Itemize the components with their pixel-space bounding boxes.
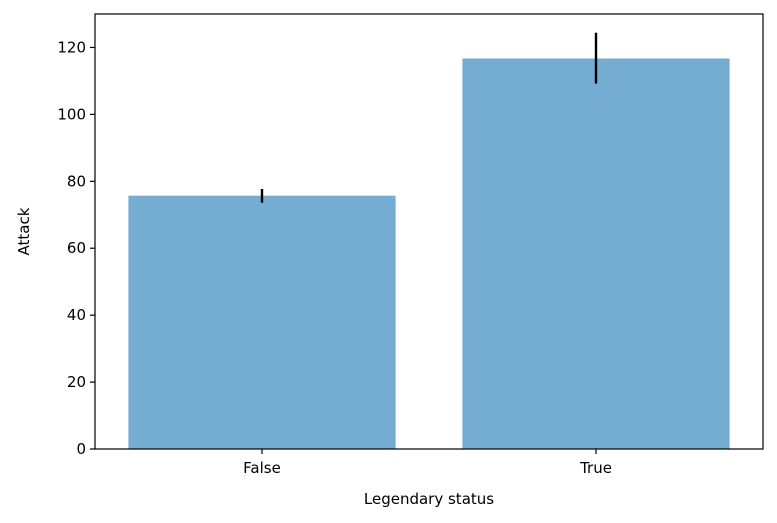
bars-layer	[128, 58, 730, 449]
y-tick-label: 20	[67, 373, 86, 391]
x-axis-label: Legendary status	[364, 490, 494, 508]
y-axis-label: Attack	[15, 207, 33, 255]
y-tick-label: 60	[67, 239, 86, 257]
y-tick-label: 100	[57, 105, 86, 123]
bar-true	[462, 58, 730, 449]
y-tick-label: 120	[57, 38, 86, 56]
y-tick-label: 80	[67, 172, 86, 190]
x-tick-label: True	[579, 459, 612, 477]
errorbars-layer	[260, 32, 598, 203]
plot-frame	[94, 13, 764, 450]
bar-false	[128, 195, 396, 449]
y-axis: 0 20 40 60 80 100 120	[57, 38, 95, 458]
y-tick-label: 0	[76, 440, 86, 458]
y-tick-label: 40	[67, 306, 86, 324]
x-axis: False True	[243, 449, 612, 477]
x-tick-label: False	[243, 459, 281, 477]
